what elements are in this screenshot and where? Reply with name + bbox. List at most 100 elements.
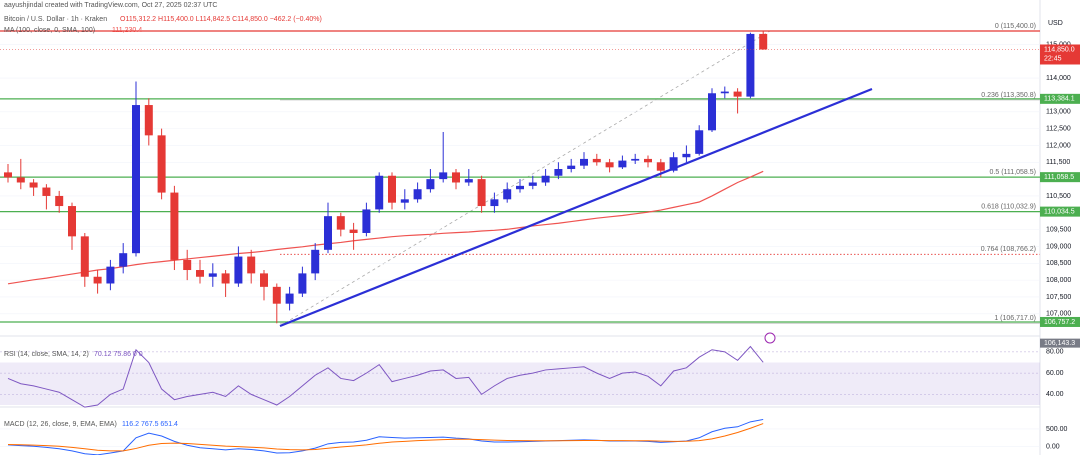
rsi-line <box>7 345 764 408</box>
candle-body <box>656 162 665 171</box>
y-tick-label: 112,500 <box>1046 125 1071 132</box>
candle-body <box>464 179 473 183</box>
candle-body <box>516 185 524 190</box>
price-badge-label: 106,757.2 <box>1044 319 1075 326</box>
y-tick-label: 114,000 <box>1046 75 1071 82</box>
candle-body <box>68 206 76 237</box>
candle-body <box>477 179 486 207</box>
y-tick-label: 107,500 <box>1046 294 1071 301</box>
last-price-badge <box>1040 44 1080 65</box>
candle-body <box>144 105 153 136</box>
candle-body <box>80 236 89 277</box>
candle-body <box>4 172 12 178</box>
candle-body <box>567 165 576 170</box>
fib-label: 0.236 (113,350.8) <box>981 92 1036 99</box>
candle-body <box>733 91 742 97</box>
candle-body <box>618 160 627 168</box>
price-badge <box>1040 172 1080 183</box>
candle-body <box>720 91 729 94</box>
candle-body <box>93 276 102 284</box>
candle-body <box>439 172 448 180</box>
candle-body <box>746 33 755 97</box>
y-tick-label: 108,000 <box>1046 277 1071 284</box>
candle-body <box>324 216 332 250</box>
candle-body <box>426 179 435 190</box>
candle-body <box>503 189 512 200</box>
candle-body <box>247 256 256 274</box>
rsi-tick-label: 40.00 <box>1046 391 1064 398</box>
candle-body <box>285 293 294 304</box>
currency: USD <box>1048 20 1063 27</box>
candle-body <box>605 162 614 168</box>
y-tick-label: 110,500 <box>1046 193 1071 200</box>
ma-label: MA (100, close, 0, SMA, 100) <box>4 27 95 34</box>
macd-label: MACD (12, 26, close, 9, EMA, EMA) <box>4 421 117 428</box>
rsi-tick-label: 60.00 <box>1046 370 1064 377</box>
candle-body <box>631 158 640 161</box>
fib-label: 0.618 (110,032.9) <box>981 204 1036 211</box>
price-badge-label: 113,384.1 <box>1044 96 1075 103</box>
candle-body <box>695 130 704 154</box>
candle-body <box>29 182 38 188</box>
candle-body <box>183 259 192 271</box>
price-badge <box>1040 206 1080 217</box>
y-tick-label: 108,500 <box>1046 260 1071 267</box>
macd-readout: 116.2 767.5 651.4 <box>122 421 178 428</box>
candle-body <box>272 286 281 304</box>
symbol: Bitcoin / U.S. Dollar · 1h · Kraken <box>4 16 107 23</box>
candle-body <box>349 229 358 233</box>
fib-trend-line <box>279 30 771 327</box>
fib-label: 0.764 (108,766.2) <box>981 246 1036 253</box>
fib-label: 0 (115,400.0) <box>995 23 1036 30</box>
candle-body <box>298 273 307 294</box>
candle-body <box>208 273 217 277</box>
candle-body <box>708 93 716 131</box>
candle-body <box>592 158 601 163</box>
candle-body <box>682 153 691 158</box>
candle-body <box>490 199 499 207</box>
candle-body <box>16 177 25 183</box>
candle-body <box>260 273 268 287</box>
price-badge <box>1040 93 1080 104</box>
ma-value: 111,230.4 <box>112 27 142 34</box>
price-badge <box>1040 316 1080 327</box>
candle-body <box>55 195 64 207</box>
candle-body <box>413 189 422 200</box>
candle-body <box>170 192 179 260</box>
candle-body <box>644 158 652 163</box>
price-badge-label: 111,058.5 <box>1044 174 1074 181</box>
price-badge <box>1040 338 1080 348</box>
price-badge-label: 110,034.5 <box>1044 208 1075 215</box>
rsi-label: RSI (14, close, SMA, 14, 2) <box>4 351 89 358</box>
candle-body <box>119 253 128 267</box>
y-tick-label: 109,000 <box>1046 243 1071 250</box>
marks <box>0 30 1040 455</box>
credit: aayushjindal created with TradingView.co… <box>4 2 218 9</box>
y-tick-label: 111,500 <box>1046 159 1070 166</box>
macd-tick-label: 500.00 <box>1046 426 1068 433</box>
candle-body <box>388 175 396 203</box>
y-tick-label: 109,500 <box>1046 226 1071 233</box>
event-icon[interactable] <box>764 332 776 344</box>
last-price-label: 114,850.0 <box>1044 46 1075 53</box>
candle-body <box>106 266 115 284</box>
rsi-readout: 70.12 75.86 0 0 <box>94 351 143 358</box>
signal-line <box>7 423 764 452</box>
candle-body <box>400 199 409 203</box>
rsi-tick-label: 80.00 <box>1046 349 1064 356</box>
candle-body <box>196 270 204 277</box>
fib-label: 0.5 (111,058.5) <box>990 169 1036 176</box>
countdown: 22:45 <box>1044 55 1062 62</box>
candle-body <box>42 187 51 196</box>
candle-body <box>221 273 230 284</box>
y-tick-label: 113,000 <box>1046 109 1071 116</box>
price-badge-label: 106,143.3 <box>1044 340 1075 347</box>
trend-line <box>279 87 873 328</box>
candle-body <box>336 216 345 230</box>
candle-body <box>554 169 563 176</box>
fib-label: 1 (106,717.0) <box>994 315 1036 322</box>
candle-body <box>759 33 768 50</box>
y-tick-label: 112,000 <box>1046 142 1071 149</box>
